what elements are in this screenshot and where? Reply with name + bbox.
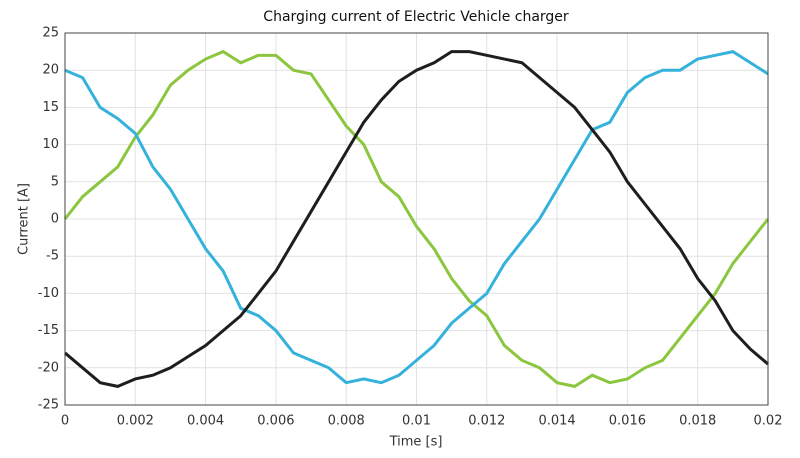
x-tick-label: 0.002 (117, 414, 154, 429)
series-line (64, 50, 769, 388)
x-axis-label: Time [s] (389, 435, 443, 450)
y-tick-label: -20 (38, 360, 59, 375)
x-tick-label: 0.014 (538, 414, 575, 429)
y-tick-label: 15 (42, 100, 59, 115)
y-tick-label: -25 (38, 398, 59, 413)
x-tick-label: 0.01 (402, 414, 431, 429)
y-tick-label: 10 (42, 137, 59, 152)
x-tick-label: 0.02 (754, 414, 783, 429)
x-tick-label: 0.006 (257, 414, 294, 429)
y-tick-label: -15 (38, 323, 59, 338)
y-tick-label: 0 (51, 212, 59, 227)
x-tick-label: 0.018 (679, 414, 716, 429)
y-tick-label: -10 (38, 286, 59, 301)
x-tick-label: 0.016 (609, 414, 646, 429)
y-tick-label: -5 (46, 249, 59, 264)
plot-frame (64, 32, 769, 406)
x-tick-label: 0 (61, 414, 69, 429)
x-tick-label: 0.004 (187, 414, 224, 429)
series-line (64, 50, 769, 385)
series-line (63, 49, 770, 388)
y-tick-label: 20 (42, 63, 59, 78)
y-tick-label: 25 (42, 26, 59, 41)
x-tick-label: 0.012 (468, 414, 505, 429)
x-tick-label: 0.008 (328, 414, 365, 429)
y-tick-label: 5 (51, 174, 59, 189)
chart-title: Charging current of Electric Vehicle cha… (263, 9, 569, 25)
y-axis-label: Current [A] (17, 183, 32, 255)
